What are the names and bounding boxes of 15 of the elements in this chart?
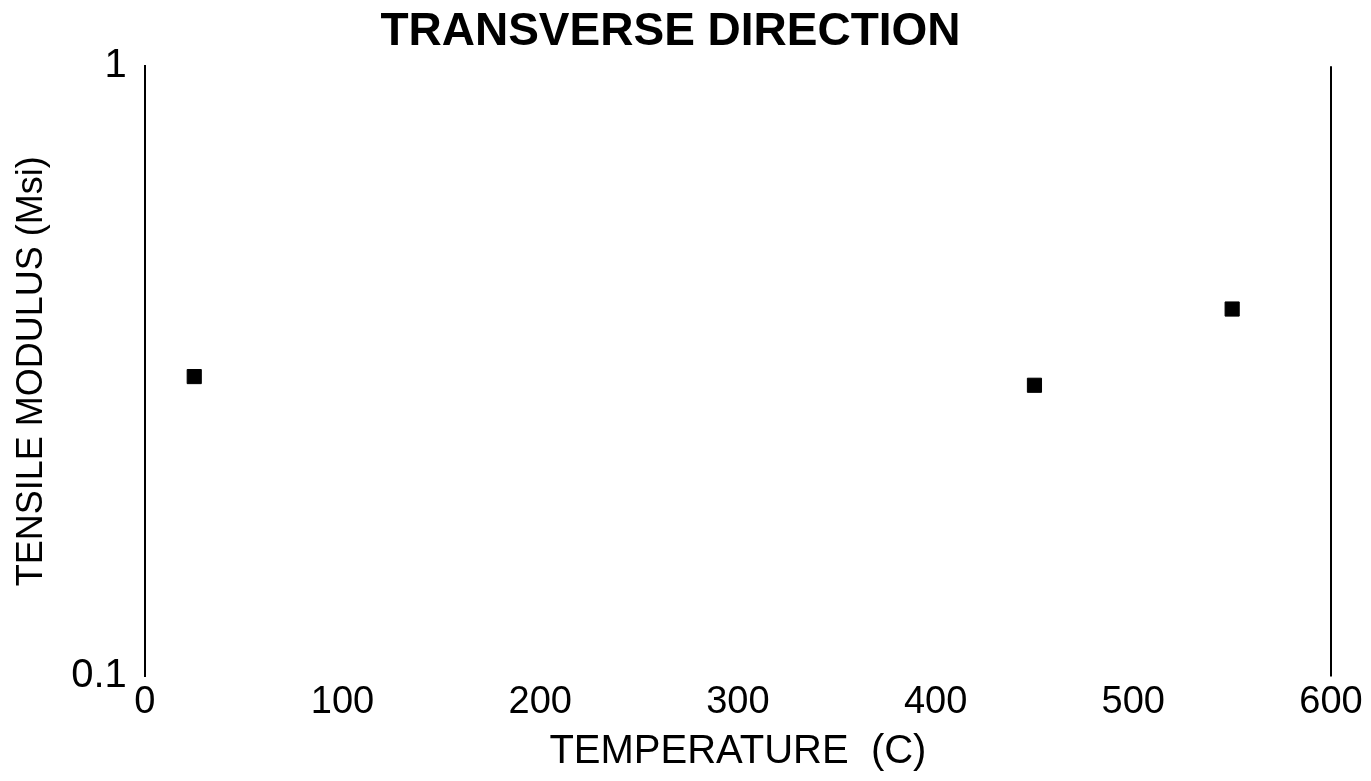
x-tick-label: 200 <box>508 678 572 721</box>
point <box>1026 377 1043 393</box>
point <box>186 369 202 385</box>
x-tick-label: 400 <box>903 678 968 721</box>
x-tick-label: 0 <box>134 678 156 721</box>
y-axis-title: TENSILE MODULUS (Msi) <box>8 156 50 587</box>
y-tick-label: 0.1 <box>71 651 127 696</box>
point <box>1224 301 1240 317</box>
x-tick-label: 300 <box>706 678 770 721</box>
y-tick-label: 1 <box>104 41 127 86</box>
x-axis-title: TEMPERATURE (C) <box>549 727 927 772</box>
x-tick-label: 500 <box>1101 678 1165 721</box>
x-tick-label: 100 <box>310 678 375 721</box>
x-tick-label: 600 <box>1299 678 1363 721</box>
chart-title: TRANSVERSE DIRECTION <box>380 3 961 56</box>
